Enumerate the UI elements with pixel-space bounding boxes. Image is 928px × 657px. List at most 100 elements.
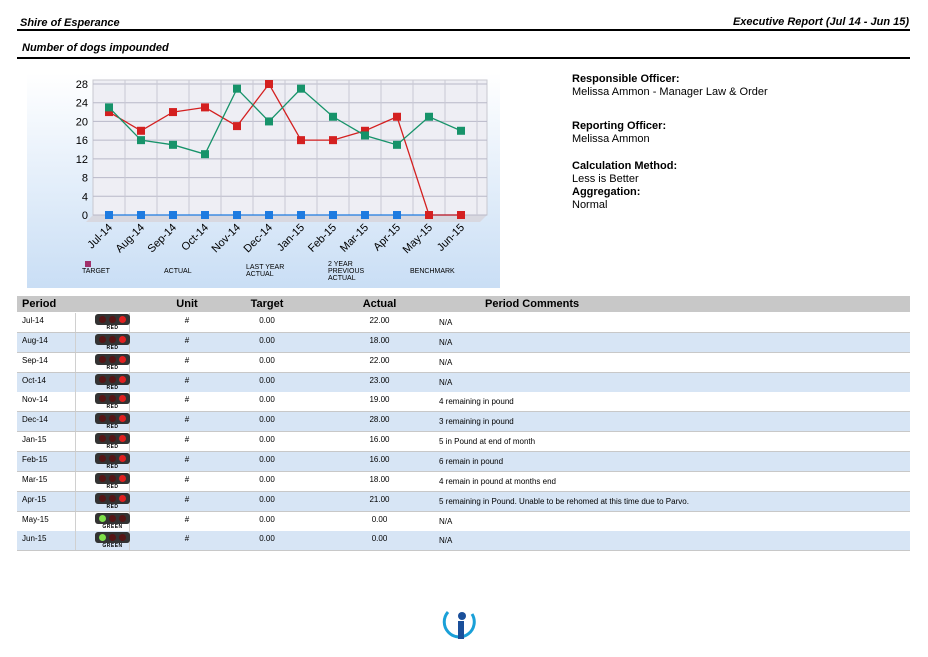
- cell-period: Apr-15: [22, 494, 47, 504]
- table-row: Apr-15 #0.00 21.00 5 remaining in Pound. Un…: [17, 491, 910, 512]
- cell-unit: #: [184, 514, 190, 524]
- cell-period: Mar-15: [22, 474, 48, 484]
- table-row: Oct-14 #0.00 23.00 N/A RED: [17, 372, 910, 393]
- cell-unit: #: [184, 395, 190, 405]
- column-header: Target: [250, 298, 284, 310]
- traffic-light: [95, 532, 130, 544]
- cell-period: Dec-14: [22, 415, 48, 425]
- cell-period: Jun-15: [22, 534, 47, 544]
- cell-period: Feb-15: [22, 454, 48, 464]
- lamp: [119, 514, 126, 522]
- cell-divider: [75, 491, 76, 511]
- point-marker: [105, 103, 113, 112]
- cell-unit: #: [184, 375, 190, 385]
- lamp: [119, 395, 126, 403]
- cell-unit: #: [184, 316, 190, 325]
- cell-divider: [75, 531, 76, 551]
- series-line: [108, 82, 461, 216]
- lamp: [119, 415, 126, 423]
- point-marker: [265, 80, 273, 88]
- cell-actual: 23.00: [369, 375, 390, 385]
- lamp: [99, 316, 106, 323]
- rule: [17, 57, 910, 59]
- cell-actual: 16.00: [369, 454, 390, 464]
- status-label: GREEN: [102, 543, 123, 550]
- status-label: RED: [106, 404, 119, 411]
- info-label: Reporting Officer:: [572, 120, 667, 132]
- info-value: Melissa Ammon: [572, 133, 650, 145]
- cell-target: 0.00: [259, 474, 275, 484]
- cell-actual: 19.00: [369, 395, 390, 405]
- cell-target: 0.00: [259, 454, 275, 464]
- lamp: [109, 474, 116, 482]
- cell-actual: 0.00: [371, 514, 388, 524]
- y-tick-label: 16: [76, 135, 88, 147]
- point-marker: [393, 140, 401, 149]
- traffic-light: [95, 472, 130, 484]
- cell-divider: [75, 432, 76, 452]
- point-marker: [105, 108, 113, 117]
- cell-target: 0.00: [259, 355, 275, 365]
- lamp: [99, 435, 106, 443]
- lamp: [99, 534, 106, 542]
- cell-period: Sep-14: [22, 355, 48, 365]
- table-header: [17, 296, 910, 312]
- cell-divider: [75, 412, 76, 432]
- point-marker: [201, 211, 209, 219]
- cell-unit: #: [184, 355, 190, 365]
- traffic-light: [95, 333, 130, 345]
- lamp: [99, 415, 106, 423]
- cell-divider: [75, 352, 76, 372]
- traffic-light: [95, 452, 130, 464]
- lamp: [119, 375, 126, 383]
- measure-title: Number of dogs impounded: [22, 42, 169, 54]
- lamp: [119, 454, 126, 462]
- lamp: [109, 454, 116, 462]
- point-marker: [457, 126, 465, 135]
- status-label: RED: [106, 364, 119, 371]
- cell-divider: [75, 313, 76, 332]
- legend-item: TARGET: [82, 261, 164, 275]
- lamp: [109, 514, 116, 522]
- point-marker: [233, 211, 241, 219]
- lamp: [99, 454, 106, 462]
- y-tick-label: 12: [76, 154, 88, 166]
- legend-label: TARGET: [82, 267, 110, 275]
- point-marker: [169, 108, 177, 117]
- traffic-light: [95, 314, 130, 325]
- cell-comment: N/A: [439, 337, 453, 347]
- cell-actual: 18.00: [369, 474, 390, 484]
- cell-comment: N/A: [439, 516, 453, 526]
- traffic-light: [95, 353, 130, 365]
- point-marker: [265, 117, 273, 126]
- cell-unit: #: [184, 494, 190, 504]
- cell-divider: [75, 392, 76, 412]
- status-label: RED: [106, 344, 119, 351]
- lamp: [119, 355, 126, 363]
- status-label: RED: [106, 483, 119, 490]
- cell-divider: [75, 471, 76, 491]
- lamp: [99, 355, 106, 363]
- point-marker: [393, 211, 401, 219]
- report-title: Executive Report (Jul 14 - Jun 15): [732, 16, 909, 28]
- status-label: RED: [106, 444, 119, 451]
- info-value: Normal: [572, 199, 608, 211]
- series-line: [108, 87, 462, 155]
- lamp: [109, 316, 116, 323]
- cell-target: 0.00: [259, 335, 275, 345]
- cell-comment: 6 remain in pound: [439, 456, 504, 466]
- cell-target: 0.00: [259, 514, 275, 524]
- cell-unit: #: [184, 435, 190, 445]
- cell-period: May-15: [22, 514, 49, 524]
- cell-actual: 16.00: [369, 435, 390, 445]
- lamp: [109, 435, 116, 443]
- cell-actual: 0.00: [371, 534, 388, 544]
- point-marker: [425, 211, 433, 219]
- lamp: [109, 494, 116, 502]
- point-marker: [137, 126, 145, 135]
- status-label: GREEN: [102, 523, 123, 530]
- lamp: [99, 514, 106, 522]
- point-marker: [329, 136, 337, 145]
- y-tick-label: 4: [82, 191, 88, 203]
- point-marker: [201, 150, 209, 159]
